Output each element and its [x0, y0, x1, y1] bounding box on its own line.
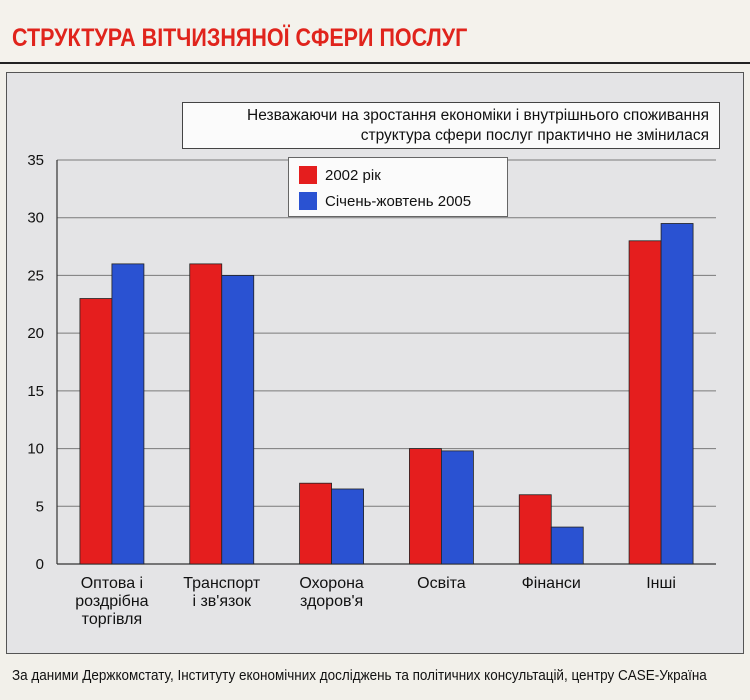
source-note: За даними Держкомстату, Інституту економ…	[12, 668, 707, 684]
x-category-label: Інші	[646, 575, 676, 592]
x-category-label: торгівля	[82, 611, 142, 628]
y-tick-label: 0	[36, 556, 44, 573]
legend-swatch-2005	[299, 192, 317, 210]
legend-label-2005: Січень-жовтень 2005	[325, 192, 472, 210]
title-divider	[0, 62, 750, 64]
page-title: СТРУКТУРА ВІТЧИЗНЯНОЇ СФЕРИ ПОСЛУГ	[12, 24, 468, 52]
header: СТРУКТУРА ВІТЧИЗНЯНОЇ СФЕРИ ПОСЛУГ	[0, 0, 750, 62]
legend-item-2005: Січень-жовтень 2005	[299, 190, 471, 212]
bar	[221, 275, 255, 565]
x-category-label: Охорона	[299, 575, 364, 592]
x-category-label: Фінанси	[522, 575, 581, 592]
bar	[111, 263, 145, 565]
bar	[79, 298, 113, 565]
y-tick-label: 20	[27, 325, 44, 342]
legend-label-2002: 2002 рік	[325, 166, 381, 184]
x-category-label: роздрібна	[75, 593, 148, 610]
bar	[441, 450, 474, 565]
y-tick-label: 25	[27, 267, 44, 284]
bar	[628, 240, 662, 565]
y-tick-label: 35	[27, 152, 44, 169]
y-tick-label: 10	[27, 441, 44, 458]
x-category-label: здоров'я	[300, 593, 363, 610]
x-category-label: і зв'язок	[192, 593, 252, 610]
x-category-label: Оптова і	[81, 575, 143, 592]
x-category-label: Освіта	[417, 575, 466, 592]
bar	[550, 526, 584, 565]
y-tick-label: 15	[27, 383, 44, 400]
x-category-label: Транспорт	[183, 575, 261, 592]
bar	[409, 448, 442, 565]
bar	[299, 482, 332, 565]
bar	[660, 223, 694, 565]
annotation-box: Незважаючи на зростання економіки і внут…	[182, 102, 720, 149]
legend-swatch-2002	[299, 166, 317, 184]
bar	[189, 263, 223, 565]
annotation-line-2: структура сфери послуг практично не змін…	[360, 127, 709, 144]
legend-item-2002: 2002 рік	[299, 164, 381, 186]
annotation-line-1: Незважаючи на зростання економіки і внут…	[247, 107, 709, 124]
bar	[518, 494, 552, 565]
y-tick-label: 30	[27, 210, 44, 227]
bar	[331, 488, 364, 565]
y-tick-label: 5	[36, 498, 44, 515]
legend: 2002 рік Січень-жовтень 2005	[288, 157, 508, 217]
